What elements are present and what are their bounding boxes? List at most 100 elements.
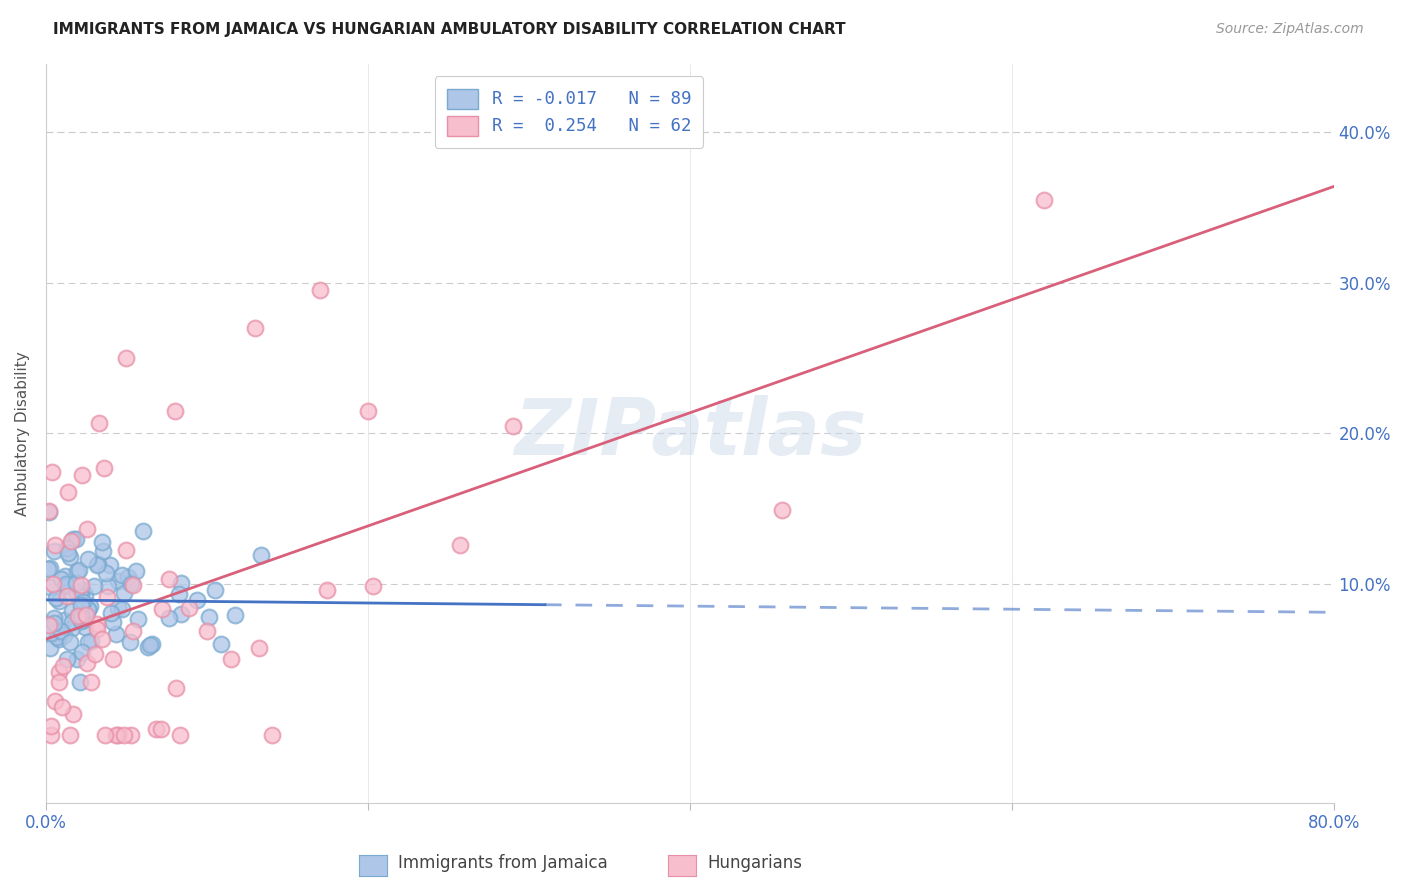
Point xyxy=(141,637,163,651)
Point xyxy=(198,609,221,624)
Point xyxy=(204,582,226,597)
Point xyxy=(91,544,114,558)
Point xyxy=(120,576,142,591)
Point xyxy=(59,635,82,649)
Point xyxy=(49,572,72,586)
Point xyxy=(70,645,93,659)
Point xyxy=(44,694,66,708)
Point xyxy=(157,611,180,625)
Point xyxy=(86,617,108,632)
Point xyxy=(67,609,90,624)
Point xyxy=(55,576,77,591)
Point xyxy=(39,580,62,594)
Point xyxy=(55,541,77,555)
Point xyxy=(165,681,187,695)
Text: Immigrants from Jamaica: Immigrants from Jamaica xyxy=(398,855,607,872)
Point xyxy=(48,632,70,646)
Point xyxy=(80,634,103,648)
Point xyxy=(53,568,76,582)
Point xyxy=(37,617,59,632)
Point xyxy=(107,601,129,615)
Point xyxy=(60,621,83,635)
Point xyxy=(69,614,91,628)
Point xyxy=(76,552,98,566)
Point xyxy=(66,565,89,579)
Point xyxy=(308,283,330,297)
Point xyxy=(96,591,118,605)
Point xyxy=(73,589,96,603)
Point xyxy=(120,574,142,589)
Point xyxy=(60,615,83,630)
Point xyxy=(55,589,77,603)
Point xyxy=(221,652,243,666)
Point xyxy=(101,615,124,630)
Point xyxy=(177,600,200,615)
Point xyxy=(124,564,146,578)
Point xyxy=(39,560,62,574)
Point xyxy=(91,534,114,549)
Point xyxy=(70,582,93,597)
Point xyxy=(76,603,98,617)
Point xyxy=(262,728,284,742)
Point xyxy=(770,502,793,516)
Point xyxy=(52,613,75,627)
Point xyxy=(86,557,108,571)
Point xyxy=(41,626,63,640)
Point xyxy=(145,723,167,737)
Point xyxy=(100,606,122,620)
Point xyxy=(41,577,63,591)
Point xyxy=(49,624,72,639)
Point xyxy=(55,652,77,666)
Point xyxy=(120,728,142,742)
Point xyxy=(138,638,160,652)
Point xyxy=(56,546,79,560)
Point xyxy=(112,586,135,600)
Point xyxy=(46,631,69,645)
Point xyxy=(65,576,87,591)
Point xyxy=(73,612,96,626)
Point xyxy=(115,543,138,558)
Point xyxy=(48,674,70,689)
Point xyxy=(80,674,103,689)
Text: Hungarians: Hungarians xyxy=(707,855,803,872)
Point xyxy=(169,728,191,742)
Point xyxy=(157,572,180,586)
Point xyxy=(117,570,139,584)
Point xyxy=(44,544,66,558)
Point xyxy=(38,618,60,632)
Text: ZIPatlas: ZIPatlas xyxy=(513,395,866,471)
Point xyxy=(38,504,60,518)
Point xyxy=(118,635,141,649)
Point xyxy=(83,648,105,662)
Point xyxy=(107,574,129,589)
Point xyxy=(41,728,63,742)
Point xyxy=(361,578,384,592)
Point xyxy=(247,640,270,655)
Point xyxy=(76,635,98,649)
Point xyxy=(42,616,65,631)
Point xyxy=(149,723,172,737)
Point xyxy=(62,707,84,722)
Point xyxy=(60,604,83,618)
Point xyxy=(170,607,193,621)
Point xyxy=(86,622,108,636)
Point xyxy=(69,563,91,577)
Point xyxy=(245,321,267,335)
Point xyxy=(75,608,97,623)
Point xyxy=(52,659,75,673)
Point xyxy=(1032,193,1054,207)
Point xyxy=(72,595,94,609)
Point xyxy=(41,465,63,479)
Point xyxy=(97,579,120,593)
Point xyxy=(65,532,87,546)
Point xyxy=(51,699,73,714)
Point xyxy=(209,637,232,651)
Point xyxy=(48,665,70,680)
Point xyxy=(101,652,124,666)
Point xyxy=(67,607,90,622)
Point xyxy=(59,550,82,565)
Point xyxy=(72,468,94,483)
Point xyxy=(138,640,160,655)
Point xyxy=(42,610,65,624)
Point xyxy=(105,728,128,742)
